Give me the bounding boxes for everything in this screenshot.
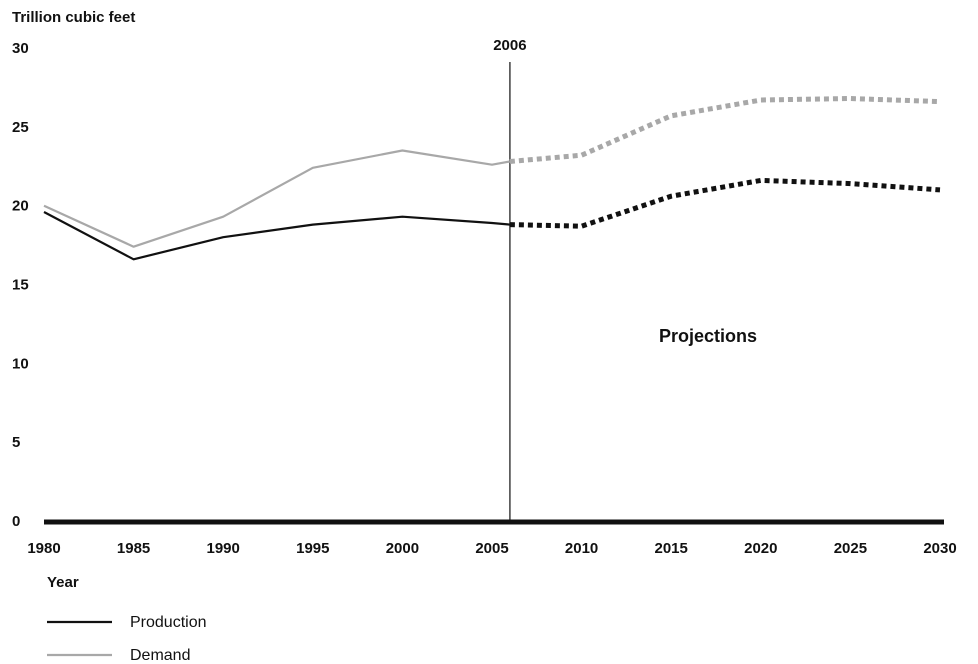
x-tick-label: 2015: [655, 540, 688, 557]
x-tick-label: 1990: [207, 540, 240, 557]
x-tick-label: 2020: [744, 540, 777, 557]
legend-label: Production: [130, 614, 207, 631]
demand-historical-line: [43, 149, 511, 248]
x-axis-label: Year: [47, 574, 79, 591]
x-tick-label: 2000: [386, 540, 419, 557]
y-tick-label: 15: [12, 277, 29, 294]
production-historical-line: [43, 211, 510, 261]
x-tick-label: 1995: [296, 540, 329, 557]
production-projection-line: [509, 177, 941, 229]
y-tick-label: 30: [12, 40, 29, 57]
x-tick-label: 2010: [565, 540, 598, 557]
projections-annotation: Projections: [659, 326, 757, 346]
y-ticks: 0 5 10 15 20 25 30: [12, 40, 29, 530]
legend: Production Demand: [47, 614, 207, 664]
x-tick-label: 1985: [117, 540, 150, 557]
x-tick-label: 2005: [475, 540, 508, 557]
demand-projection-line: [509, 95, 941, 164]
y-tick-label: 25: [12, 119, 29, 136]
divider-label: 2006: [493, 37, 526, 54]
y-tick-label: 0: [12, 513, 20, 530]
x-tick-label: 2030: [923, 540, 956, 557]
series-group: [43, 95, 941, 261]
x-ticks: 1980 1985 1990 1995 2000 2005 2010 2015 2020 2025…: [27, 540, 956, 557]
legend-label: Demand: [130, 647, 190, 664]
x-tick-label: 2025: [834, 540, 867, 557]
y-tick-label: 10: [12, 355, 29, 372]
divider-2006: 2006: [493, 37, 527, 521]
y-axis-label: Trillion cubic feet: [12, 9, 135, 26]
y-tick-label: 5: [12, 434, 20, 451]
x-tick-label: 1980: [27, 540, 60, 557]
y-tick-label: 20: [12, 198, 29, 215]
